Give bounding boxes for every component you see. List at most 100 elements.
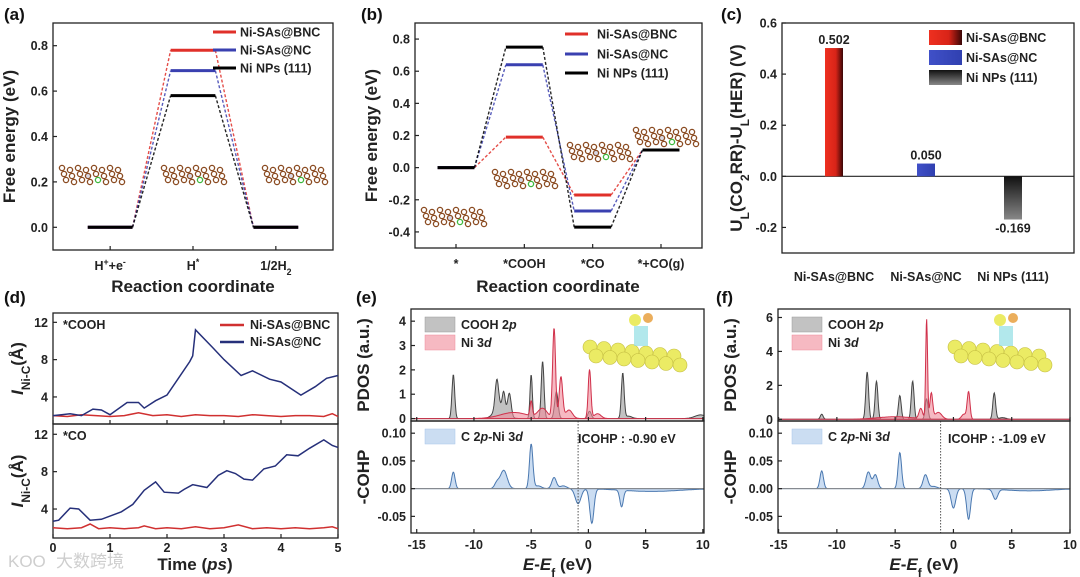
legend-label-part: Ni 3 [461,336,484,350]
slab-atom [495,180,503,188]
bar-data-label: 0.502 [818,33,849,47]
slab-atom [102,178,110,186]
y-tick-label: 0 [399,412,406,426]
charge-density-blob [1037,357,1053,373]
legend-swatch [424,334,456,351]
slab-atom [92,170,100,178]
x-axis-label: E-Ef (eV) [889,555,958,577]
y-tick-label: -0.2 [388,193,410,207]
slab-atom [289,178,297,186]
slab-atom [608,149,616,157]
y-tick-label: 8 [41,465,48,479]
connector-dashed-line [214,95,255,228]
x-tick-label-part: *CO [581,257,605,271]
y-tick-label: 8 [41,353,48,367]
slab-atom [523,168,531,176]
slab-atom [176,164,184,172]
x-tick-label: 5 [642,538,649,552]
slab-atom [464,220,472,228]
slab-atom [640,128,648,136]
y-axis-label: Free energy (eV) [362,69,381,202]
y-tick-label: 2 [399,363,406,377]
y-axis-label-part: Ni-C [19,478,33,503]
slab-atom [265,176,273,184]
x-tick-label-part: 1/2H [260,259,286,273]
x-tick-label: -10 [828,538,846,552]
legend-swatch [929,30,962,45]
slab-atom [452,206,460,214]
bar-data-label: 0.050 [910,149,941,163]
slab-atom [220,178,228,186]
legend-label: Ni-SAs@NC [240,44,311,58]
slab-atom [680,126,688,134]
slab-atom [82,166,90,174]
bond-region [634,326,648,346]
charge-density-blob [953,348,969,364]
connector-dashed-line [542,136,575,196]
y-tick-label: 0.8 [31,39,48,53]
x-tick-label: Ni-SAs@NC [890,270,961,284]
y-tick-label: 4 [399,315,406,329]
series-line-ni-sas-bnc [52,412,339,418]
x-tick-label-part: +e [109,259,123,273]
x-tick-label: 3 [221,541,228,555]
bar [825,48,843,177]
slab-atom [60,170,68,178]
plot-frame [777,420,1071,534]
slab-atom [584,147,592,155]
slab-atom [478,214,486,222]
charge-density-blob [602,350,618,365]
y-tick-label: 0.4 [31,130,48,144]
series-line-ni-sas-nc [52,439,339,522]
slab-atom [674,134,682,142]
slab-atom [531,170,539,178]
panel-label: (d) [4,288,26,307]
panel-label: (c) [721,5,742,24]
slab-atom [172,178,180,186]
y-tick-label: -0.2 [755,221,777,235]
slab-atom [110,176,118,184]
panel-label: (a) [4,5,25,24]
adsorbate-structure-inset [947,313,1053,373]
y-axis-label-part: Ni-C [19,365,33,390]
slab-atom [499,170,507,178]
charge-density-blob [1023,356,1039,371]
y-tick-label: 0.05 [382,454,406,468]
y-tick-label: -0.05 [378,510,407,524]
y-axis-label: PDOS (a.u.) [354,318,373,412]
connector-dashed-line [610,149,644,212]
slab-atom [570,153,578,161]
slab-atom [204,178,212,186]
charge-density-blob [967,350,983,365]
legend-swatch [791,316,823,333]
slab-atom [590,143,598,151]
y-tick-label: 0.4 [393,97,410,111]
slab-atom [84,172,92,180]
y-tick-label: 4 [41,503,48,517]
slab-atom [614,141,622,149]
slab-atom [533,176,541,184]
slab-atom [216,166,224,174]
y-tick-label: 0.05 [749,454,773,468]
y-tick-label: 0.2 [393,129,410,143]
x-tick-label: -5 [890,538,901,552]
y-tick-label: 0.8 [393,33,410,47]
slab-atom [108,170,116,178]
y-tick-label: 4 [766,345,773,359]
slab-atom [420,206,428,214]
slab-atom [672,128,680,136]
legend-label-part: C 2 [828,430,848,444]
y-tick-label: -0.4 [388,225,410,239]
slab-atom [642,134,650,142]
connector-dashed-line [610,149,644,228]
x-tick-label: 5 [335,541,342,555]
x-axis-label-part: E [889,555,901,574]
panel-label: (b) [361,5,383,24]
x-tick-label: 10 [1063,538,1077,552]
slab-atom [682,132,690,140]
slab-atom [285,166,293,174]
charge-density-blob [630,353,646,368]
